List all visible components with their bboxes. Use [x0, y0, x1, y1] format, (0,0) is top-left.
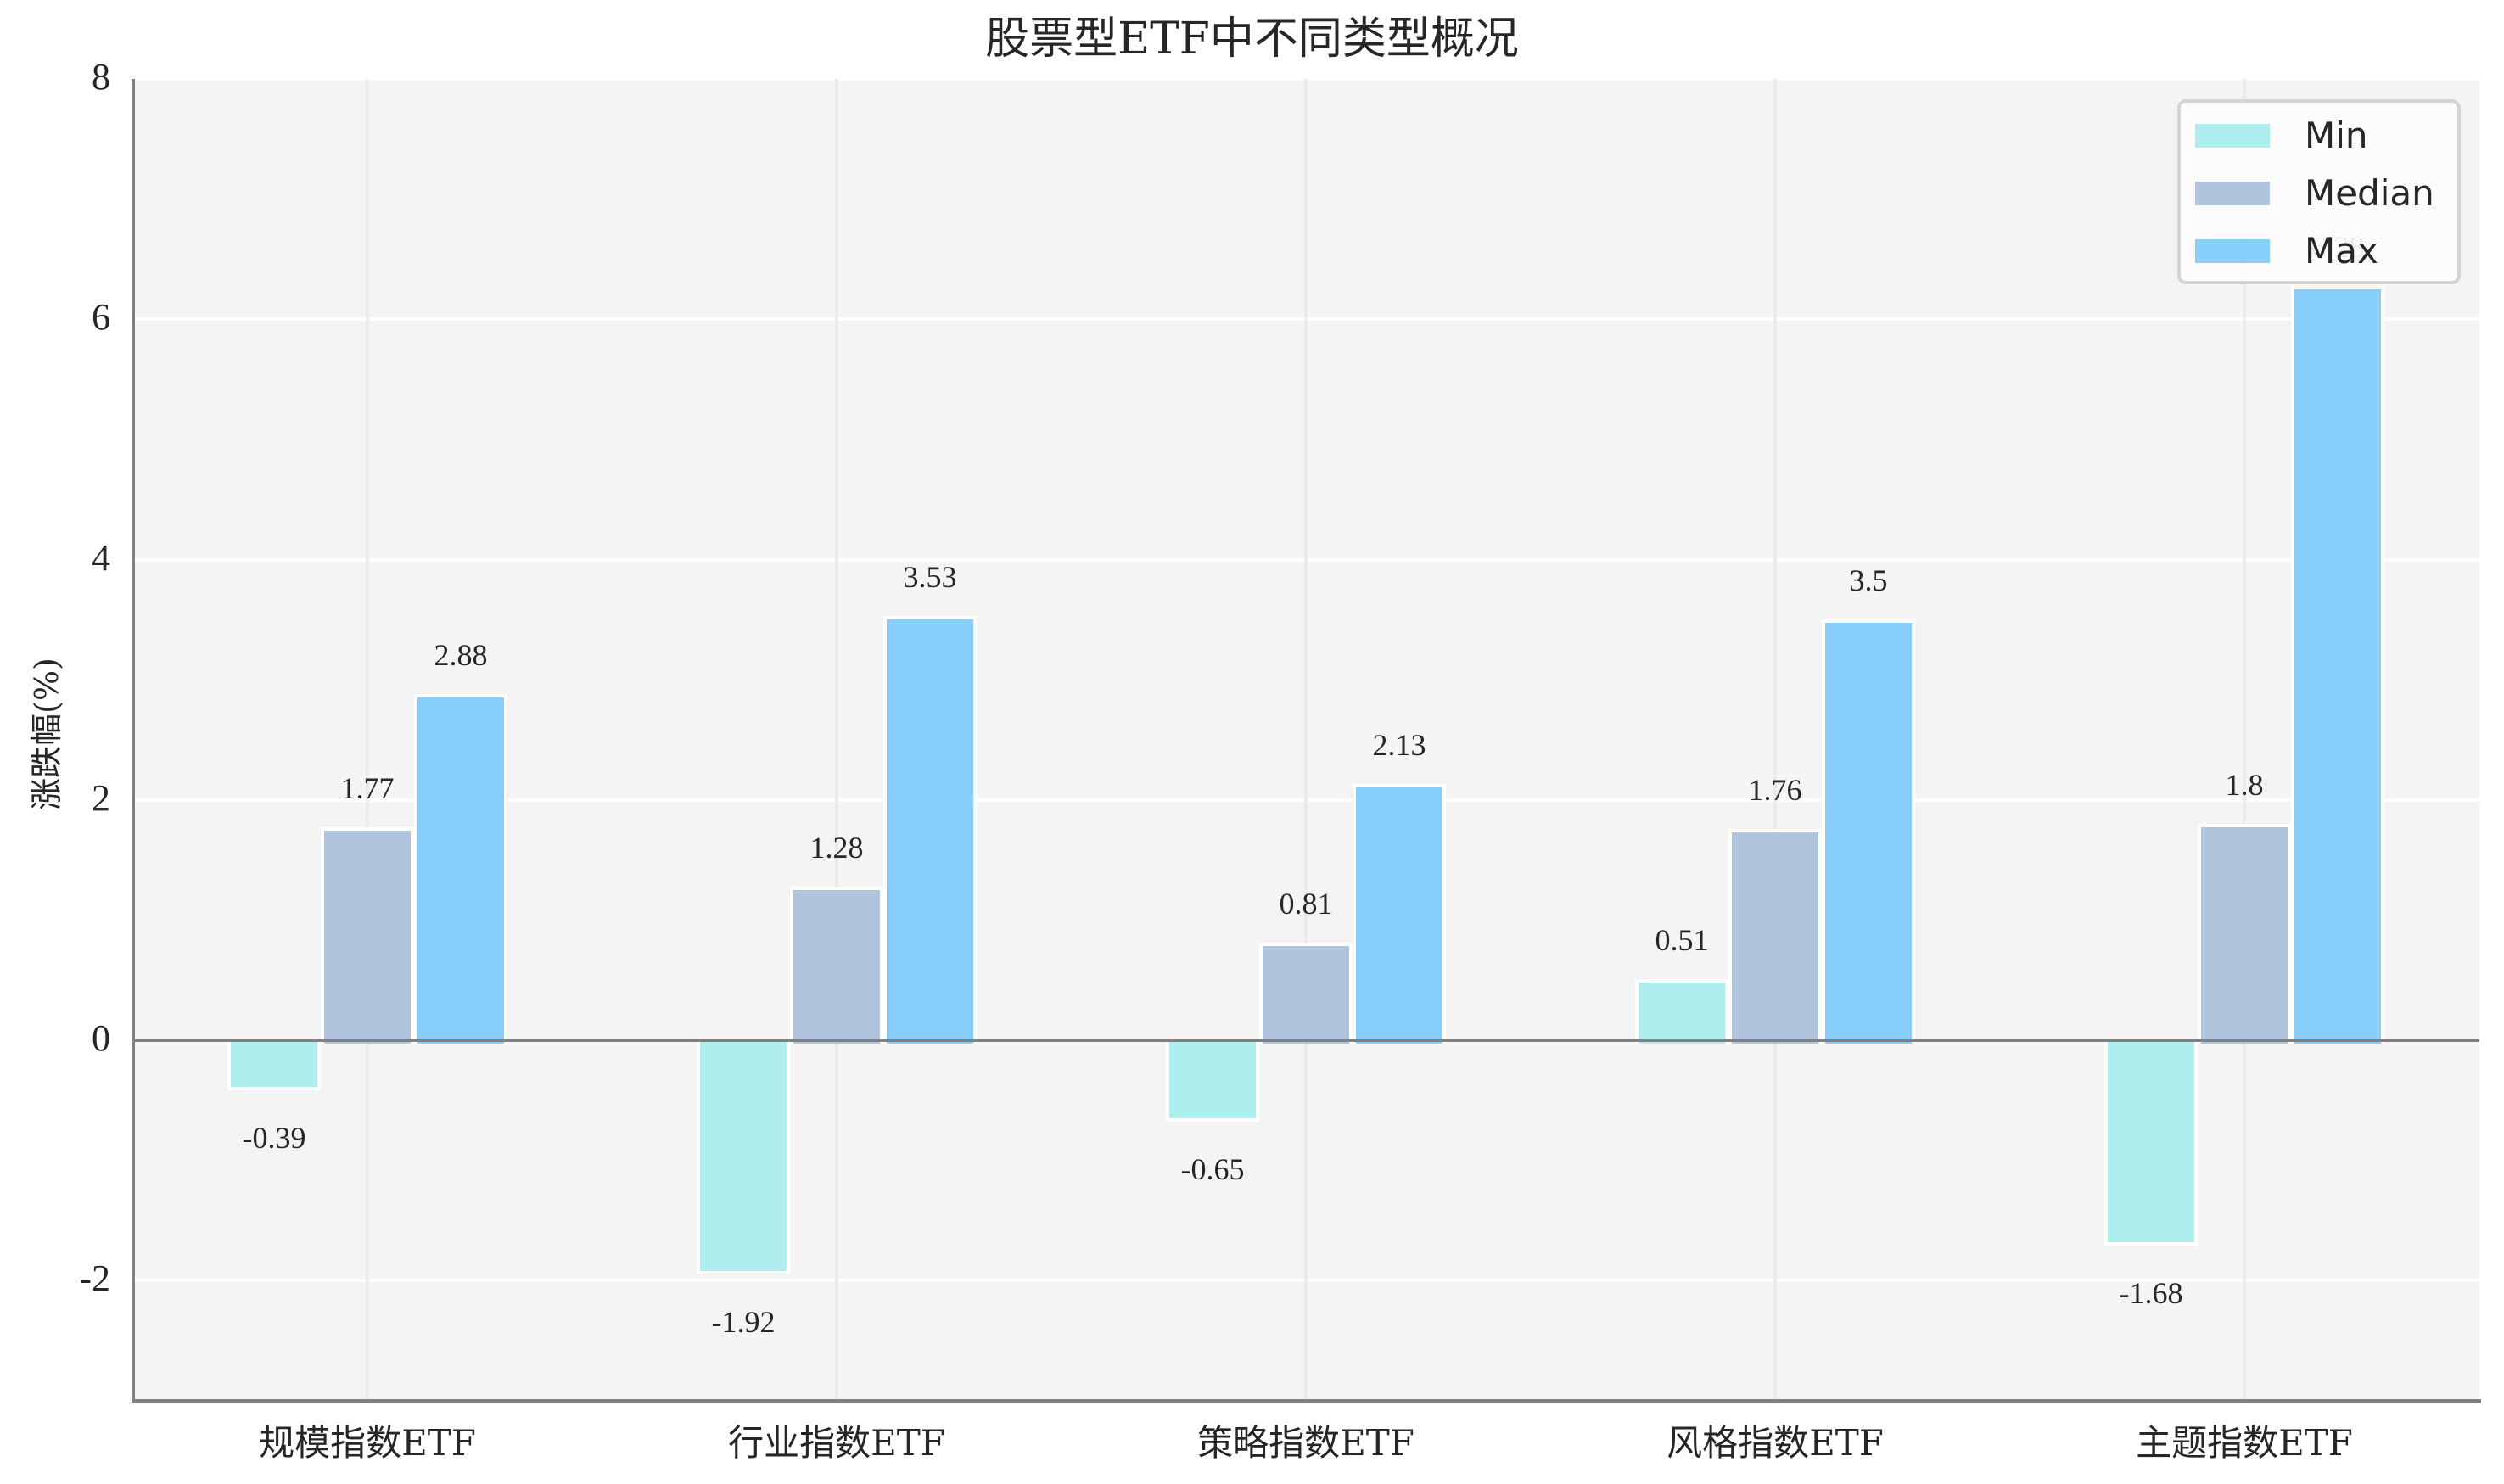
gridline-vertical [835, 79, 838, 1401]
gridline-vertical [2243, 79, 2246, 1401]
bar-median [321, 827, 414, 1044]
y-tick: 0 [92, 1017, 110, 1060]
gridline-vertical [1304, 79, 1308, 1401]
bar-median [790, 886, 883, 1044]
bar-min [697, 1040, 790, 1275]
bar-max [1353, 784, 1446, 1044]
bar-median [2198, 824, 2291, 1044]
x-axis-spine [132, 1399, 2481, 1403]
value-label: -0.65 [1180, 1152, 1245, 1187]
value-label: 1.76 [1748, 772, 1802, 807]
value-label: 1.77 [340, 771, 395, 806]
value-label: 3.5 [1849, 563, 1888, 598]
value-label: -1.92 [711, 1305, 776, 1340]
x-tick: 风格指数ETF [1667, 1422, 1884, 1464]
gridline-vertical [1773, 79, 1777, 1401]
legend-label: Max [2305, 230, 2378, 272]
bar-max [414, 694, 507, 1044]
y-tick: 2 [92, 776, 110, 819]
bar-min [1166, 1040, 1259, 1123]
bar-median [1728, 828, 1822, 1044]
bar-min [227, 1040, 321, 1091]
y-tick: 6 [92, 296, 110, 339]
bar-min [1635, 978, 1728, 1044]
legend-swatch-max [2195, 239, 2270, 263]
bar-median [1259, 943, 1353, 1044]
x-tick: 行业指数ETF [728, 1422, 945, 1464]
value-label: -1.68 [2119, 1276, 2183, 1311]
value-label: 3.53 [903, 560, 957, 595]
bar-min [2104, 1040, 2198, 1246]
y-axis-spine [132, 79, 135, 1403]
plot-area [133, 77, 2479, 1401]
bar-max [883, 616, 977, 1044]
x-tick: 策略指数ETF [1197, 1422, 1414, 1464]
value-label: 2.88 [434, 638, 488, 673]
legend-swatch-median [2195, 182, 2270, 205]
chart-title: 股票型ETF中不同类型概况 [985, 14, 1519, 64]
value-label: 0.51 [1655, 922, 1709, 957]
value-label: 1.8 [2225, 768, 2264, 803]
legend-item-median: Median [2181, 172, 2457, 215]
x-tick: 规模指数ETF [259, 1422, 476, 1464]
y-tick: 8 [92, 56, 110, 98]
value-label: 2.13 [1372, 728, 1426, 763]
legend-item-min: Min [2181, 115, 2457, 157]
y-axis-label: 涨跌幅(%) [28, 658, 65, 810]
value-label: 0.81 [1279, 887, 1333, 921]
zero-line [133, 1039, 2479, 1043]
legend-item-max: Max [2181, 230, 2457, 272]
value-label: 1.28 [809, 830, 864, 865]
legend-label: Min [2305, 115, 2368, 156]
bar-max [2291, 285, 2384, 1044]
x-tick: 主题指数ETF [2136, 1422, 2353, 1464]
y-tick: -2 [79, 1257, 110, 1300]
y-tick: 4 [92, 536, 110, 579]
legend: Min Median Max [2177, 99, 2461, 284]
bar-max [1822, 619, 1915, 1044]
value-label: -0.39 [242, 1121, 306, 1156]
legend-swatch-min [2195, 124, 2270, 148]
gridline-vertical [366, 79, 369, 1401]
legend-label: Median [2305, 172, 2434, 214]
